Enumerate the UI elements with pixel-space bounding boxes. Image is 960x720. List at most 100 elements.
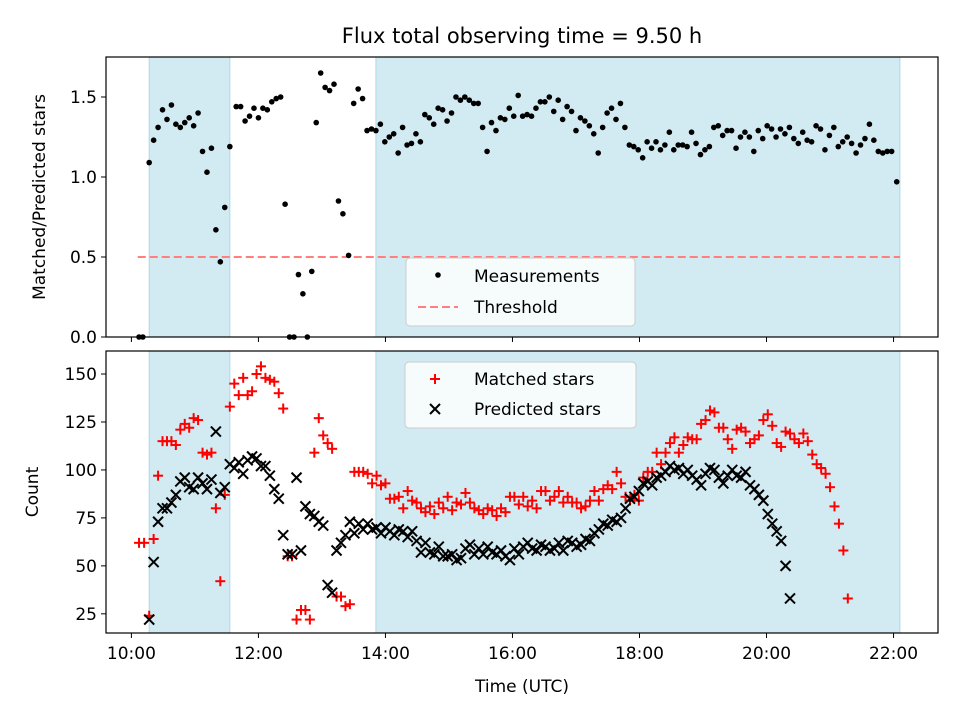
matched-star-point: [340, 601, 351, 612]
top-y-ticks: 0.0 0.5 1.0 1.5: [70, 88, 106, 348]
measurement-point: [826, 132, 833, 139]
measurement-point: [277, 94, 284, 100]
matched-star-point: [722, 434, 733, 445]
measurement-point: [377, 121, 384, 127]
predicted-star-point: [255, 460, 267, 472]
matched-star-point: [429, 509, 440, 520]
x-axis-label: Time (UTC): [474, 677, 569, 697]
matched-star-point: [776, 441, 787, 452]
measurement-point: [177, 124, 184, 131]
measurement-point: [688, 129, 695, 135]
matched-star-point: [291, 614, 302, 625]
bottom-y-tick-label: 125: [65, 413, 97, 433]
predicted-star-point: [326, 587, 338, 599]
measurement-point: [255, 115, 262, 121]
matched-star-point: [193, 415, 204, 426]
measurement-point: [613, 116, 619, 123]
measurement-point: [564, 103, 570, 110]
predicted-star-point: [299, 500, 312, 513]
matched-star-point: [464, 497, 475, 508]
matched-star-point: [197, 447, 208, 458]
measurement-point: [742, 129, 748, 135]
measurement-point: [831, 124, 837, 131]
predicted-star-point: [717, 477, 730, 490]
x-tick-label: 22:00: [869, 644, 918, 664]
matched-star-point: [842, 593, 853, 604]
predicted-star-point: [757, 494, 770, 507]
measurement-point: [373, 127, 379, 134]
matched-star-point: [553, 486, 564, 497]
measurement-point: [697, 151, 704, 158]
measurement-point: [782, 131, 788, 137]
matched-star-point: [740, 426, 751, 437]
predicted-star-point: [513, 548, 525, 561]
bottom-y-tick-label: 25: [75, 605, 97, 625]
x-tick-label: 16:00: [488, 644, 537, 664]
predicted-star-point: [433, 540, 445, 553]
top-axes-frame: [105, 56, 939, 338]
matched-star-point: [389, 493, 400, 504]
matched-star-point: [206, 447, 217, 458]
measurement-point: [777, 126, 784, 132]
measurement-point: [679, 142, 686, 148]
measurement-point: [724, 127, 730, 134]
measurement-point: [608, 105, 615, 111]
predicted-star-point: [708, 464, 721, 476]
measurement-point: [199, 148, 206, 155]
measurement-point: [426, 115, 433, 121]
measurement-point: [644, 139, 650, 145]
measurement-point: [159, 107, 166, 113]
measurement-point: [368, 126, 375, 132]
top-y-axis-label: Matched/Predicted stars: [30, 94, 50, 300]
measurement-point: [884, 148, 890, 155]
matched-star-point: [393, 491, 404, 502]
predicted-star-point: [152, 516, 164, 528]
predicted-star-point: [143, 613, 155, 626]
predicted-star-point: [766, 517, 778, 530]
measurement-point: [195, 110, 201, 116]
predicted-star-point: [762, 508, 774, 520]
predicted-star-point: [259, 460, 272, 472]
matched-star-point: [838, 545, 849, 556]
matched-star-point: [820, 468, 831, 479]
measurement-point: [879, 150, 886, 156]
matched-star-point: [527, 495, 538, 506]
matched-star-point: [255, 361, 266, 372]
bottom-y-tick-label: 150: [65, 365, 97, 385]
matched-star-point: [584, 495, 595, 506]
predicted-star-point: [646, 479, 658, 491]
measurement-point: [542, 99, 548, 105]
measurement-point: [164, 116, 170, 123]
measurement-point: [510, 113, 517, 119]
predicted-star-point: [553, 537, 565, 549]
matched-star-point: [433, 497, 444, 508]
matched-star-point: [438, 503, 449, 514]
measurement-point: [493, 127, 499, 134]
predicted-star-point: [779, 560, 792, 572]
matched-star-point: [802, 436, 813, 447]
measurement-point: [813, 123, 819, 129]
predicted-star-point: [784, 592, 796, 605]
matched-star-point: [148, 534, 159, 544]
measurement-point: [546, 94, 553, 100]
matched-star-point: [816, 463, 827, 474]
predicted-star-point: [277, 529, 289, 541]
measurement-point: [233, 103, 239, 110]
predicted-star-point: [201, 483, 213, 495]
matched-star-point: [589, 486, 600, 497]
bottom-x-ticks: 10:00 12:00 14:00 16:00 18:00 20:00 22:00: [107, 633, 918, 664]
predicted-star-point: [584, 535, 596, 547]
measurement-point: [227, 143, 233, 150]
x-tick-label: 12:00: [234, 644, 283, 664]
matched-star-point: [829, 501, 840, 512]
measurement-point: [639, 155, 646, 161]
measurement-point: [475, 100, 481, 107]
matched-star-point: [260, 372, 271, 383]
matched-star-point: [691, 434, 702, 445]
x-tick-label: 20:00: [742, 644, 791, 664]
matched-star-point: [201, 449, 212, 460]
measurement-point: [359, 95, 366, 102]
bottom-panel: 25 50 75 100 125 150 10:00 12:00 14:00 16:00 18:0…: [23, 350, 939, 697]
measurement-point: [448, 110, 455, 116]
matched-star-point: [456, 499, 467, 510]
